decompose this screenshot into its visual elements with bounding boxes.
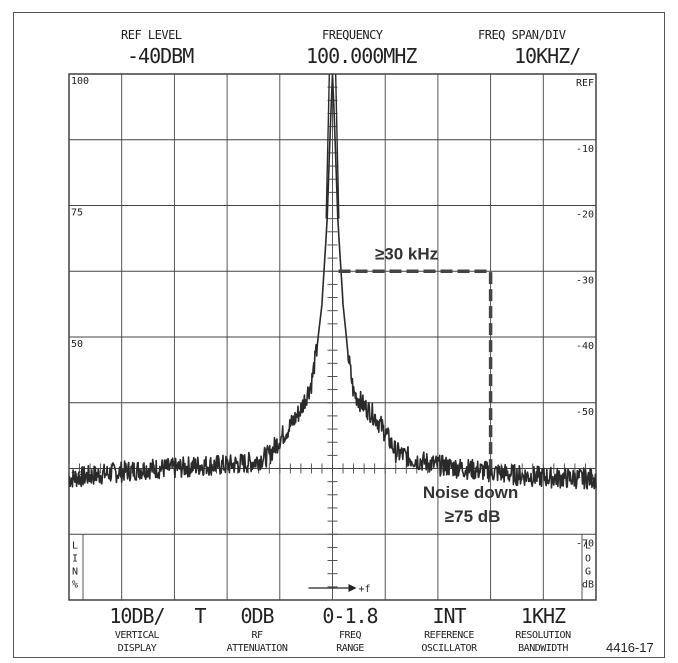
log-side-label: O (585, 553, 591, 564)
control-label: VERTICAL DISPLAY (87, 629, 187, 655)
figure-frame (13, 12, 665, 658)
right-tick-label: -30 (576, 275, 594, 286)
control-label: RESOLUTION BANDWIDTH (493, 629, 593, 655)
control-label-line1: FREQ (338, 630, 362, 641)
control-label: RF ATTENUATION (207, 629, 307, 655)
left-tick-label: 25 (71, 471, 83, 482)
lin-side-label: I (72, 553, 78, 564)
left-tick-label: 75 (71, 208, 83, 219)
left-tick-label: 100 (71, 76, 89, 87)
control-value: 0-1.8 (322, 604, 378, 628)
control-label-line2: DISPLAY (117, 643, 157, 654)
control-label: REFERENCE OSCILLATOR (399, 629, 499, 655)
span-label: FREQ SPAN/DIV (478, 28, 566, 42)
annotations: ≥30 kHz Noise down ≥75 dB (338, 244, 518, 526)
log-side-label: dB (582, 579, 594, 590)
log-side-label: G (585, 566, 591, 577)
right-tick-label: -50 (576, 407, 594, 418)
figure-id: 4416-17 (606, 640, 654, 655)
ref-level-label: REF LEVEL (121, 28, 182, 42)
frequency-label: FREQUENCY (322, 28, 383, 42)
right-tick-label: -40 (576, 341, 594, 352)
control-value: 10DB/ (109, 604, 165, 628)
control-label-line2: BANDWIDTH (518, 643, 568, 654)
control-label-line1: RF (251, 630, 263, 641)
sweep-label: +f (359, 584, 371, 595)
noise-label-line1: Noise down (423, 483, 518, 502)
lin-side-label: L (72, 540, 78, 551)
right-tick-label: -20 (576, 210, 594, 221)
ref-level-value: -40DBM (127, 44, 194, 68)
lin-side-label: N (72, 566, 78, 577)
right-tick-label: REF (576, 78, 594, 89)
control-value: T (194, 604, 206, 628)
control-label-line1: RESOLUTION (515, 630, 571, 641)
control-value: INT (432, 604, 466, 628)
carrier-peak (325, 73, 340, 219)
control-label-line1: VERTICAL (114, 630, 160, 641)
lin-side-label: % (72, 579, 78, 590)
right-tick-label: -10 (576, 144, 594, 155)
control-value: 0DB (240, 604, 274, 628)
axis-tick-labels: 100755025REF-10-20-30-40-50-60-70LIN%LOG… (71, 76, 594, 595)
left-tick-label: 50 (71, 339, 83, 350)
span-value: 10KHZ/ (514, 44, 581, 68)
right-tick-label: -70 (576, 538, 594, 549)
control-label-line2: ATTENUATION (226, 643, 288, 654)
noise-label-line2: ≥75 dB (445, 507, 501, 526)
control-value: 1KHZ (520, 604, 566, 628)
frequency-value: 100.000MHZ (306, 44, 417, 68)
control-label-line2: OSCILLATOR (421, 643, 477, 654)
bandwidth-bracket (338, 269, 493, 469)
spectrum-trace (68, 73, 597, 490)
graticule (68, 73, 597, 601)
log-side-label: L (585, 540, 591, 551)
sweep-arrow-head (348, 584, 357, 592)
bandwidth-label: ≥30 kHz (375, 244, 438, 263)
control-label: FREQ RANGE (300, 629, 400, 655)
control-label-line2: RANGE (336, 643, 364, 654)
control-label-line1: REFERENCE (424, 630, 474, 641)
trace-line (68, 73, 597, 490)
